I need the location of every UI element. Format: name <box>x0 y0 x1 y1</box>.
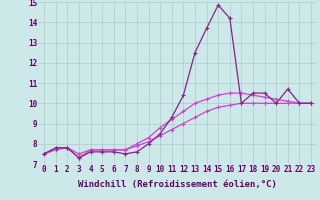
X-axis label: Windchill (Refroidissement éolien,°C): Windchill (Refroidissement éolien,°C) <box>78 180 277 189</box>
